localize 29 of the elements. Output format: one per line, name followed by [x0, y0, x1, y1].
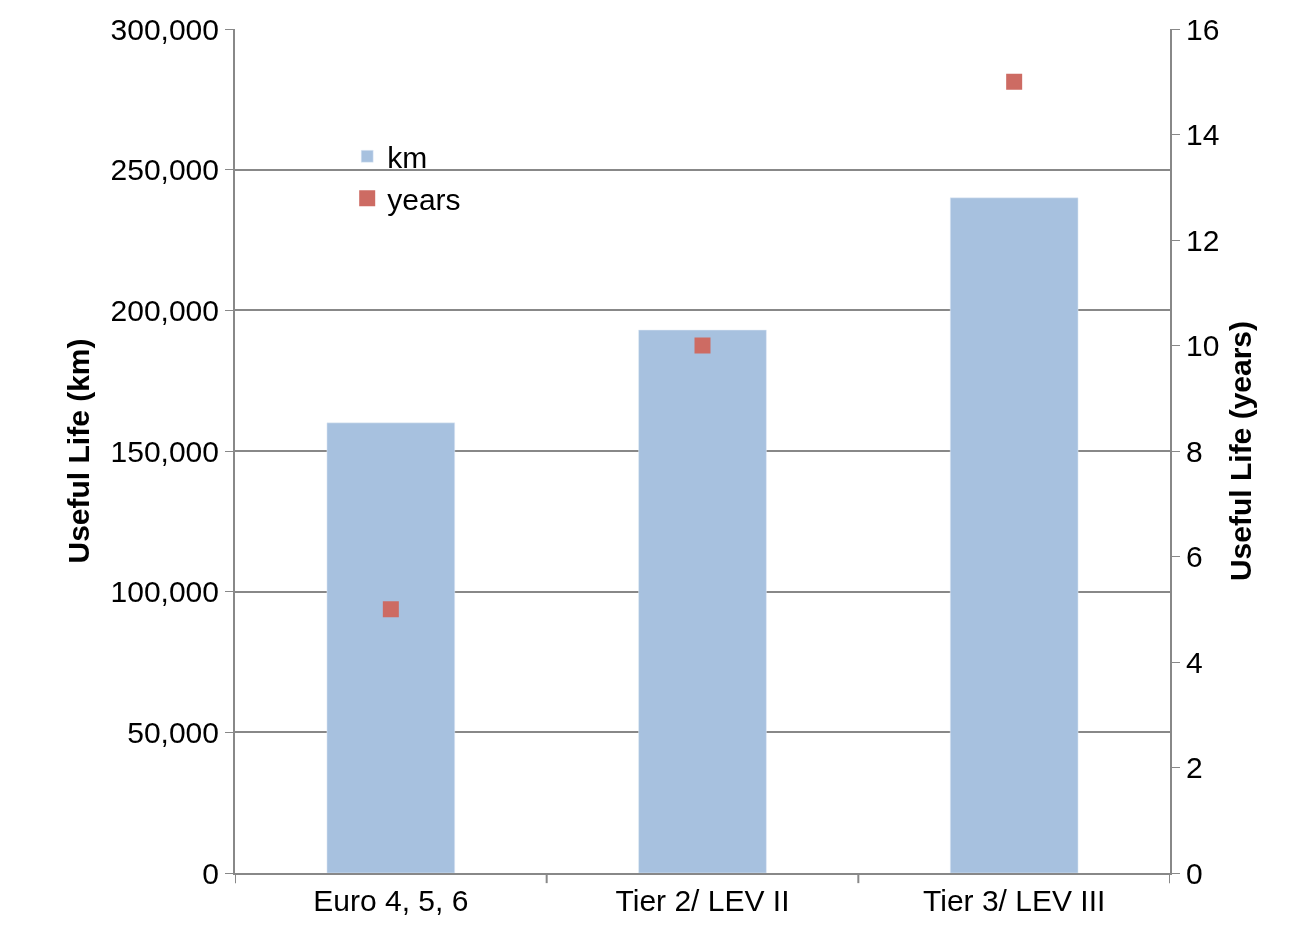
y-tick-label: 0	[202, 856, 219, 890]
x-tick-label: Tier 2/ LEV II	[615, 884, 790, 917]
y2-axis-title: Useful Life (years)	[1224, 320, 1258, 582]
bar	[326, 422, 455, 873]
y2-tick-label: 10	[1186, 329, 1220, 362]
y-tick-label: 200,000	[110, 293, 219, 327]
x-tick-label: Tier 3/ LEV III	[923, 884, 1106, 917]
y2-tick-label: 6	[1186, 540, 1203, 573]
point	[694, 337, 711, 354]
y2-tick-label: 14	[1186, 118, 1220, 151]
bar	[950, 197, 1079, 873]
y2-tick-label: 16	[1186, 12, 1220, 46]
point	[1006, 73, 1023, 90]
legend-label: km	[387, 140, 428, 174]
y-tick-label: 300,000	[110, 12, 219, 46]
y2-tick-label: 0	[1186, 856, 1203, 890]
y-tick-label: 150,000	[110, 434, 219, 468]
y-axis-title: Useful Life (km)	[62, 338, 96, 564]
y-tick-label: 250,000	[110, 153, 219, 187]
bar	[638, 329, 767, 873]
y-tick-label: 50,000	[127, 715, 219, 749]
y2-tick-label: 8	[1186, 434, 1203, 468]
point	[382, 601, 399, 618]
y-tick-label: 100,000	[110, 575, 219, 609]
y2-tick-label: 12	[1186, 223, 1220, 257]
y2-tick-label: 2	[1186, 751, 1203, 784]
y2-tick-label: 4	[1186, 645, 1203, 679]
x-tick-label: Euro 4, 5, 6	[313, 884, 469, 917]
legend-label: years	[387, 182, 461, 216]
